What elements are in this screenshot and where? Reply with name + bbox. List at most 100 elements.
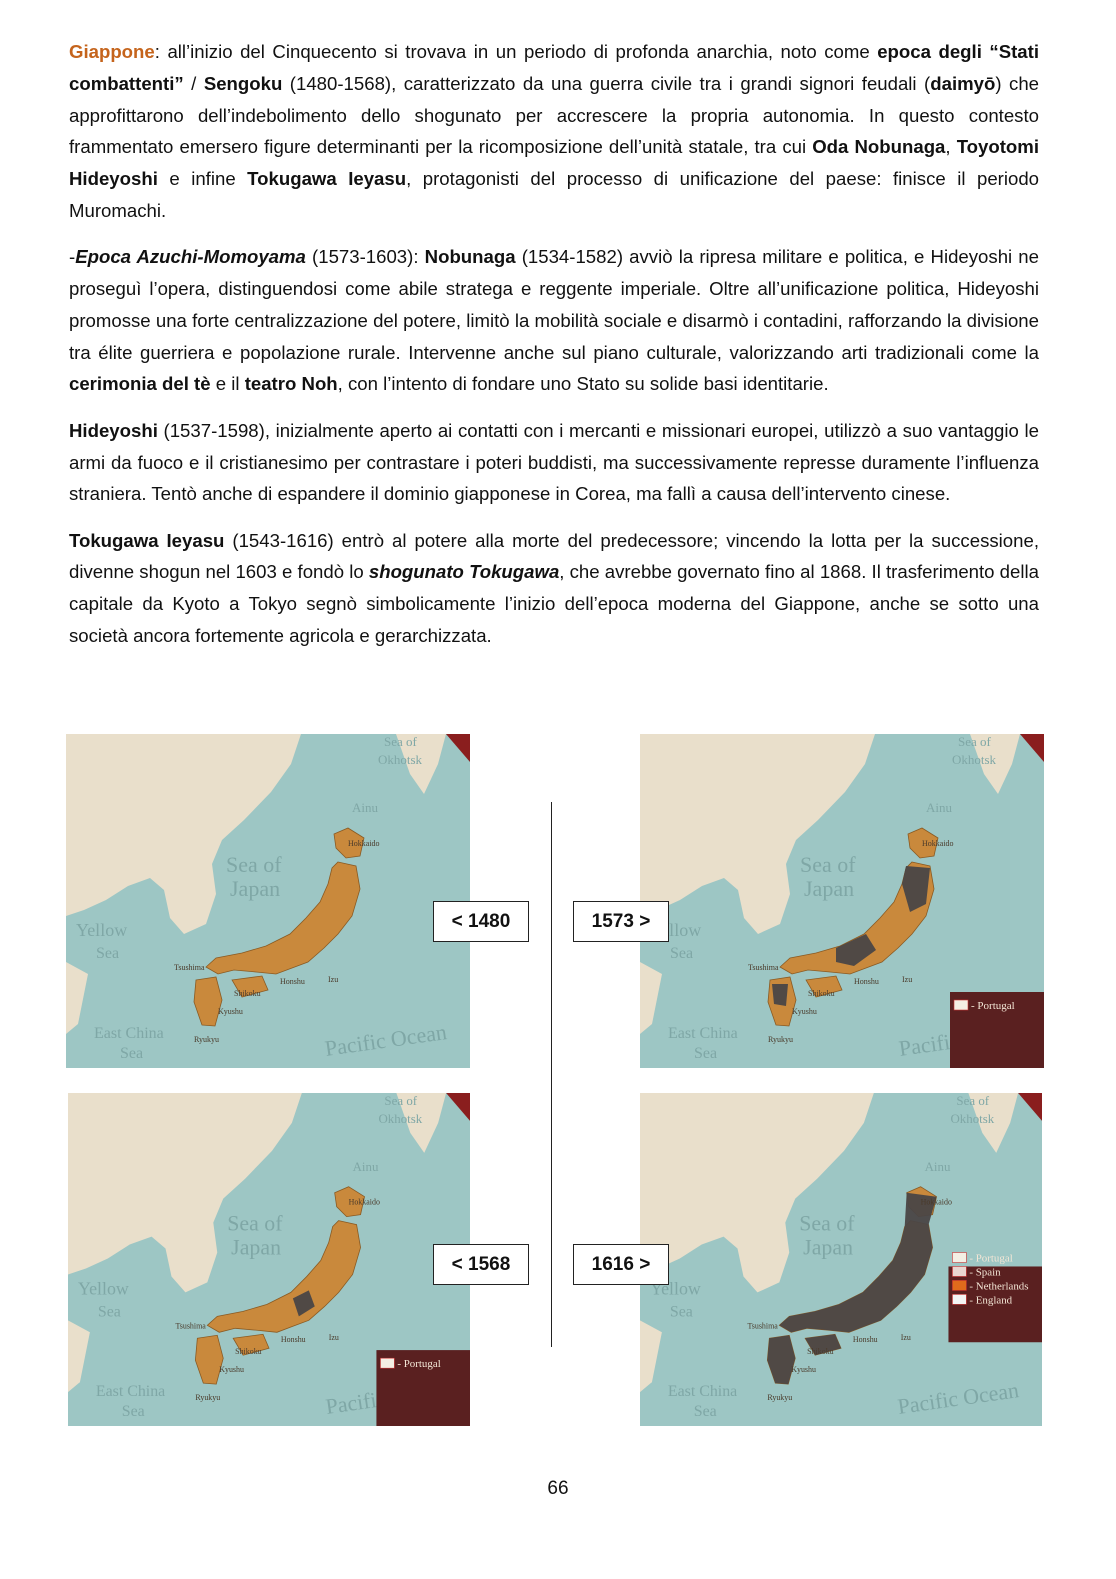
paragraph-giappone: Giappone: all’inizio del Cinquecento si … (69, 36, 1039, 227)
text: (1537-1598), inizialmente aperto ai cont… (69, 419, 1039, 505)
divider-line (551, 802, 552, 1347)
text: , con l’intento di fondare uno Stato su … (337, 373, 829, 395)
mainland-asia (66, 734, 301, 934)
china-coast (640, 1320, 662, 1393)
kyushu-island (194, 1334, 224, 1385)
map-label: Kyushu (219, 1365, 244, 1374)
hokkaido-island (334, 1186, 365, 1218)
term: Hideyoshi (69, 419, 158, 441)
term: Nobunaga (424, 246, 516, 268)
mainland-asia (68, 1093, 302, 1293)
honshu-island (206, 1220, 361, 1333)
map-japan-1573: Sea of Okhotsk Ainu Sea of Japan Yellow Sea Eas… (640, 734, 1044, 1068)
sakhalin-land (968, 1093, 1019, 1153)
map-label: Ryukyu (767, 1393, 792, 1402)
paragraph-tokugawa: Tokugawa Ieyasu (1543-1616) entrò al pot… (69, 525, 1039, 652)
body-text: Giappone: all’inizio del Cinquecento si … (69, 36, 1039, 666)
mainland-asia (640, 1093, 874, 1293)
map-label: Sea of (799, 1211, 855, 1236)
map-label: Honshu (281, 1335, 306, 1344)
map-label: Japan (804, 876, 854, 901)
map-label: Ainu (352, 800, 379, 815)
map-japan-1480: Sea of Okhotsk Ainu Sea of Japan Yellow Sea Eas… (66, 734, 470, 1068)
legend-label: - England (969, 1294, 1012, 1306)
legend-label: - Portugal (971, 1000, 1015, 1012)
mainland-asia (640, 734, 875, 934)
map-label: Sea (694, 1045, 717, 1062)
map-label: Hokkaido (922, 839, 954, 848)
map-label: Kyushu (792, 1007, 817, 1016)
map-label: Izu (901, 1333, 911, 1342)
term: epoca degli “Stati combattenti” (69, 41, 1039, 94)
map-japan-1568: Sea of Okhotsk Ainu Sea of Japan Yellow Sea Eas… (68, 1093, 470, 1426)
sakhalin-land (396, 1093, 447, 1153)
map-label: Sea (122, 1403, 145, 1420)
map-label: Tsushima (747, 1321, 778, 1330)
map-label: Sea of (800, 852, 856, 877)
map-label: Japan (231, 1234, 281, 1259)
china-coast (66, 962, 88, 1034)
next-1616-button[interactable]: 1616 > (573, 1244, 669, 1285)
term: shogunato Tokugawa (368, 561, 560, 583)
term: teatro Noh (244, 373, 338, 395)
map-label: Yellow (76, 920, 127, 940)
map-label: Sea (98, 1303, 121, 1320)
flag-icon (953, 999, 969, 1011)
map-label: Izu (329, 1333, 339, 1342)
map-label: Okhotsk (952, 752, 997, 767)
legend-label: - Portugal (397, 1358, 440, 1370)
map-label: Honshu (853, 1335, 878, 1344)
map-label: Shikoku (235, 1347, 262, 1356)
china-coast (640, 962, 662, 1034)
map-label: Honshu (854, 977, 879, 986)
text: / (183, 72, 204, 94)
map-label: Sea (670, 945, 693, 962)
map-label: Sea of (384, 1093, 417, 1108)
legend-label: - Netherlands (969, 1280, 1028, 1292)
map-label: Ainu (353, 1159, 379, 1174)
text: e il (210, 373, 245, 395)
prev-1480-button[interactable]: < 1480 (433, 901, 529, 942)
map-label: Ainu (925, 1159, 951, 1174)
text: (1480-1568), caratterizzato da una guerr… (282, 72, 931, 94)
honshu-island (779, 861, 935, 975)
map-label: Sea of (958, 734, 992, 749)
map-label: Tsushima (748, 963, 779, 972)
prev-1568-button[interactable]: < 1568 (433, 1244, 529, 1285)
map-label: Shikoku (234, 989, 261, 998)
map-label: Ryukyu (195, 1393, 220, 1402)
hokkaido-island (907, 827, 939, 859)
map-label: Okhotsk (950, 1111, 994, 1126)
kyushu-island (193, 976, 223, 1027)
text: , che avrebbe governato fino al 1868. Il… (69, 561, 1039, 647)
text: , (945, 136, 957, 158)
map-label: Kyushu (218, 1007, 243, 1016)
legend-label: - Portugal (969, 1252, 1012, 1264)
text: ) che approfittarono dell’indebolimento … (69, 72, 1040, 158)
legend-label: - Spain (969, 1266, 1001, 1278)
map-label: Okhotsk (378, 752, 423, 767)
unified-territory (292, 1290, 315, 1317)
term: Oda Nobunaga (812, 136, 946, 158)
map-label: Izu (902, 975, 912, 984)
sakhalin-land (970, 734, 1020, 794)
term: Sengoku (203, 72, 283, 94)
map-label: Shikoku (808, 989, 835, 998)
map-label: Hokkaido (349, 1198, 380, 1207)
russia-border (446, 734, 470, 762)
paragraph-azuchi-momoyama: -Epoca Azuchi-Momoyama (1573-1603): Nobu… (69, 241, 1039, 400)
text: , protagonisti del processo di unificazi… (69, 168, 1040, 221)
term: cerimonia del tè (69, 373, 211, 395)
map-label: Sea of (226, 852, 282, 877)
text: - (69, 246, 76, 268)
flag-icon (952, 1280, 967, 1291)
flag-icon (952, 1294, 967, 1305)
map-label: East China (668, 1383, 737, 1400)
next-1573-button[interactable]: 1573 > (573, 901, 669, 942)
map-label: Hokkaido (921, 1198, 952, 1207)
map-japan-1616: Sea of Okhotsk Ainu Sea of Japan Yellow Sea Eas… (640, 1093, 1042, 1426)
map-label: Sea of (227, 1211, 283, 1236)
map-label: Izu (328, 975, 338, 984)
